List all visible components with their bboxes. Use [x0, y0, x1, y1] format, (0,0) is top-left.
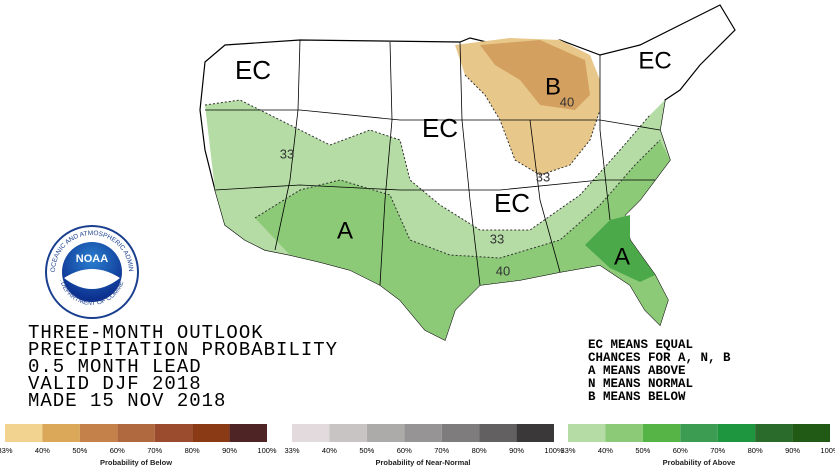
legend-tick: 40%: [598, 446, 613, 455]
note-line: B MEANS BELOW: [588, 390, 686, 404]
legend-swatch: [117, 424, 155, 442]
region-label: EC: [235, 55, 271, 85]
legend-swatch: [5, 424, 43, 442]
legend-swatch: [516, 424, 554, 442]
region-label: EC: [494, 188, 530, 218]
legend-swatch: [42, 424, 80, 442]
title-line: VALID DJF 2018: [28, 373, 202, 395]
legend-tick: 33%: [284, 446, 299, 455]
contour-label: 33: [490, 231, 504, 246]
legend-swatch: [292, 424, 330, 442]
legend-swatch: [404, 424, 442, 442]
legend-tick: 100%: [544, 446, 564, 455]
legend-swatch: [605, 424, 643, 442]
map-base: [199, 4, 736, 341]
region-label: A: [337, 217, 353, 244]
region-label: EC: [638, 47, 671, 74]
legend-tick: 80%: [185, 446, 200, 455]
title-line: MADE 15 NOV 2018: [28, 390, 226, 412]
legend-swatch: [642, 424, 681, 442]
contour-label: 33: [280, 146, 294, 161]
noaa-logo: NATIONAL OCEANIC AND ATMOSPHERIC ADMINIS…: [0, 0, 139, 319]
legend-swatch: [366, 424, 405, 442]
contour-label: 33: [536, 169, 550, 184]
region-label: B: [545, 73, 561, 100]
legend-tick: 90%: [785, 446, 800, 455]
contour-label: 40: [496, 263, 510, 278]
title-line: THREE-MONTH OUTLOOK: [28, 322, 264, 344]
legend: 33% 40% 50% 60% 70% 80% 90% 100% Probability of …: [0, 424, 835, 467]
legend-tick: 40%: [35, 446, 50, 455]
note-line: CHANCES FOR A, N, B: [588, 351, 731, 365]
legend-swatch: [441, 424, 480, 442]
region-label: EC: [422, 113, 458, 143]
legend-tick: 100%: [820, 446, 835, 455]
legend-swatch: [717, 424, 756, 442]
logo-name: NOAA: [76, 253, 108, 265]
note-line: A MEANS ABOVE: [588, 364, 686, 378]
legend-caption: Probability of Above: [663, 458, 736, 467]
legend-tick: 70%: [434, 446, 449, 455]
legend-tick: 80%: [472, 446, 487, 455]
legend-tick: 70%: [710, 446, 725, 455]
legend-tick: 50%: [72, 446, 87, 455]
title-line: 0.5 MONTH LEAD: [28, 356, 202, 378]
legend-swatch: [229, 424, 267, 442]
region-label: A: [614, 243, 630, 270]
legend-tick: 70%: [147, 446, 162, 455]
legend-tick: 60%: [673, 446, 688, 455]
legend-tick: 60%: [110, 446, 125, 455]
legend-tick: 60%: [397, 446, 412, 455]
legend-swatch: [755, 424, 793, 442]
legend-tick: 90%: [509, 446, 524, 455]
legend-swatch: [792, 424, 830, 442]
legend-swatch: [192, 424, 230, 442]
legend-swatch: [568, 424, 606, 442]
legend-caption: Probability of Near-Normal: [375, 458, 470, 467]
legend-tick: 33%: [0, 446, 13, 455]
legend-tick: 40%: [322, 446, 337, 455]
contour-label: 40: [560, 94, 574, 109]
legend-swatch: [680, 424, 718, 442]
legend-swatch: [329, 424, 367, 442]
legend-tick: 100%: [257, 446, 277, 455]
map-labels: EC EC EC EC B A A 33 40 33 33 40: [235, 47, 672, 278]
legend-swatch: [479, 424, 517, 442]
legend-swatch: [79, 424, 118, 442]
legend-swatch: [154, 424, 193, 442]
legend-tick: 50%: [635, 446, 650, 455]
title-line: PRECIPITATION PROBABILITY: [28, 339, 338, 361]
legend-tick: 50%: [359, 446, 374, 455]
legend-caption: Probability of Below: [100, 458, 172, 467]
legend-tick: 90%: [222, 446, 237, 455]
note-line: EC MEANS EQUAL: [588, 338, 693, 352]
legend-tick: 80%: [748, 446, 763, 455]
note-line: N MEANS NORMAL: [588, 377, 693, 391]
legend-tick: 33%: [560, 446, 575, 455]
